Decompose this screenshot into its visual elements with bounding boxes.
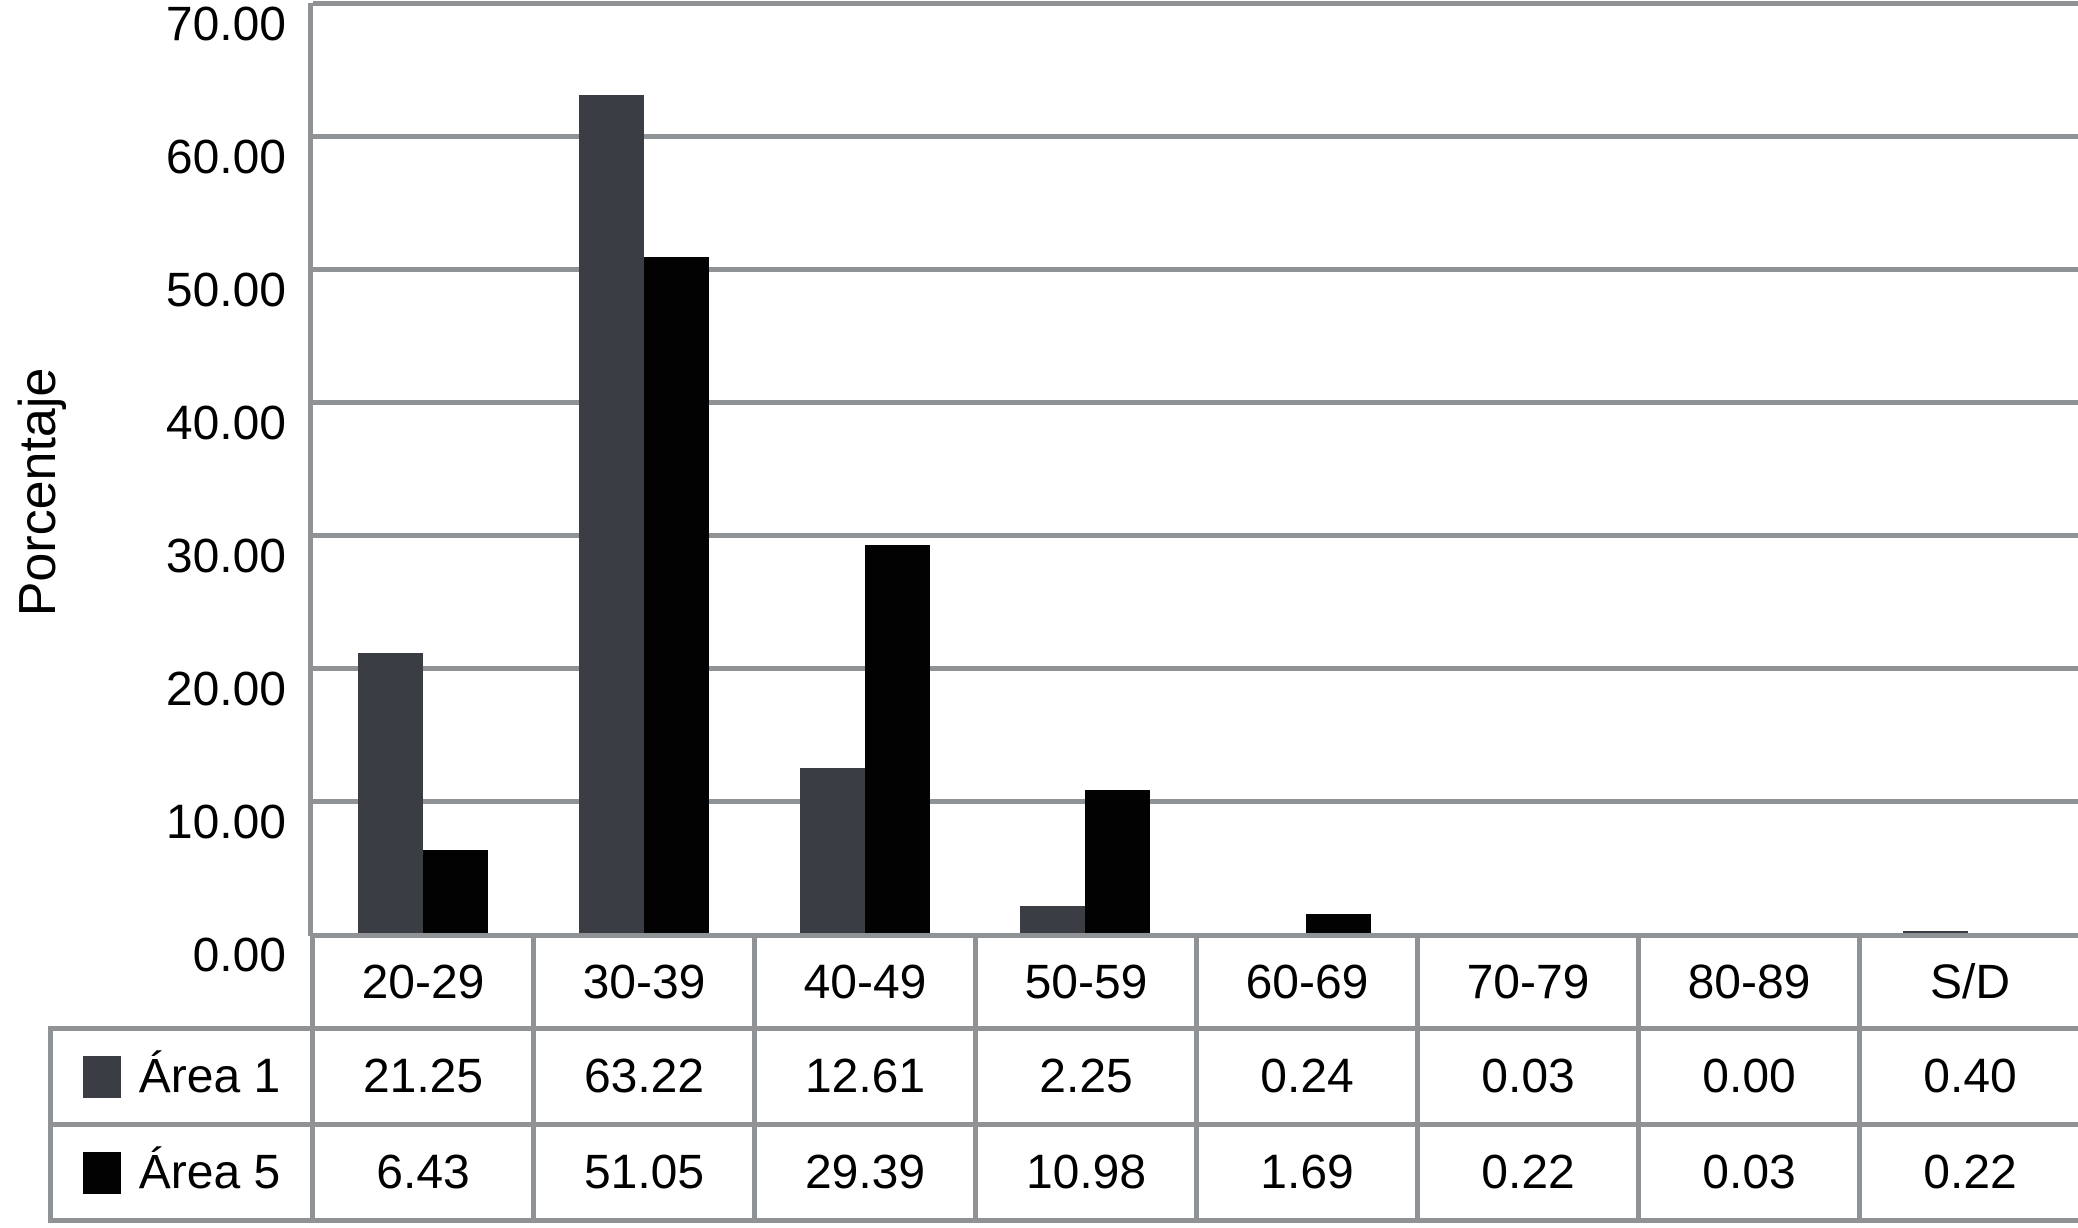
bar-área-5-20-29	[423, 850, 488, 936]
gridline	[313, 799, 2078, 804]
value-cell: 0.03	[1415, 1026, 1641, 1127]
category-header-cell: 40-49	[752, 933, 978, 1031]
gridline	[313, 666, 2078, 671]
gridline	[313, 134, 2078, 139]
category-header-cell: S/D	[1857, 933, 2078, 1031]
data-table: 20-29 30-39 40-49 50-59 60-69 70-79 80-89 S/D Ár…	[48, 933, 2078, 1223]
legend-cell: Área 1	[48, 1026, 315, 1127]
legend-cell: Área 5	[48, 1122, 315, 1223]
legend-key-icon	[82, 1055, 121, 1098]
bar-área-1-60-69	[1241, 933, 1306, 936]
value-cell: 0.22	[1857, 1122, 2078, 1223]
legend-label: Área 1	[138, 1050, 281, 1103]
value-cell: 29.39	[752, 1122, 978, 1223]
gridline	[313, 400, 2078, 405]
y-tick-label: 10.00	[165, 796, 286, 849]
legend-key-icon	[82, 1151, 121, 1194]
value-cell: 0.24	[1194, 1026, 1420, 1127]
table-corner-spacer	[51, 936, 313, 1029]
value-cell: 10.98	[973, 1122, 1199, 1223]
bar-área-1-20-29	[358, 653, 423, 936]
bar-área-5-30-39	[644, 257, 709, 936]
value-cell: 0.22	[1415, 1122, 1641, 1223]
category-header-cell: 80-89	[1636, 933, 1862, 1031]
table-row: Área 1 21.25 63.22 12.61 2.25 0.24 0.03 0.00 0.4…	[48, 1026, 2078, 1127]
y-tick-label: 60.00	[165, 131, 286, 184]
legend-label: Área 5	[138, 1146, 281, 1199]
value-cell: 1.69	[1194, 1122, 1420, 1223]
gridline	[313, 533, 2078, 538]
bar-área-5-50-59	[1085, 790, 1150, 936]
value-cell: 0.03	[1636, 1122, 1862, 1223]
category-header-cell: 30-39	[531, 933, 757, 1031]
bar-área-1-s-d	[1903, 931, 1968, 936]
plot-area	[308, 1, 2078, 936]
bar-área-5-70-79	[1526, 933, 1591, 936]
bar-área-5-60-69	[1306, 914, 1371, 936]
value-cell: 6.43	[310, 1122, 536, 1223]
gridline	[313, 1, 2078, 6]
bar-área-1-40-49	[800, 768, 865, 936]
category-header-cell: 60-69	[1194, 933, 1420, 1031]
y-tick-label: 20.00	[165, 663, 286, 716]
value-cell: 0.40	[1857, 1026, 2078, 1127]
value-cell: 2.25	[973, 1026, 1199, 1127]
bar-área-5-s-d	[1968, 933, 2033, 936]
value-cell: 51.05	[531, 1122, 757, 1223]
gridline	[313, 267, 2078, 272]
y-tick-label: 40.00	[165, 397, 286, 450]
y-tick-label: 50.00	[165, 264, 286, 317]
value-cell: 63.22	[531, 1026, 757, 1127]
value-cell: 0.00	[1636, 1026, 1862, 1127]
y-tick-label: 0.00	[192, 929, 286, 982]
value-cell: 12.61	[752, 1026, 978, 1127]
bar-área-1-50-59	[1020, 906, 1085, 936]
category-header-cell: 50-59	[973, 933, 1199, 1031]
category-header-cell: 70-79	[1415, 933, 1641, 1031]
bar-área-5-40-49	[865, 545, 930, 936]
y-tick-label: 70.00	[165, 0, 286, 51]
value-cell: 21.25	[310, 1026, 536, 1127]
category-header-cell: 20-29	[310, 933, 536, 1031]
bar-área-1-30-39	[579, 95, 644, 936]
y-tick-label: 30.00	[165, 530, 286, 583]
table-row: Área 5 6.43 51.05 29.39 10.98 1.69 0.22 0.03 0.2…	[48, 1122, 2078, 1223]
